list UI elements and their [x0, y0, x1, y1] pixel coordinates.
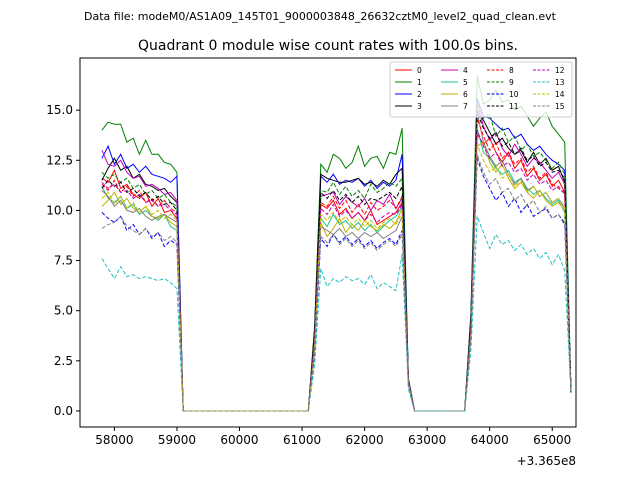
plot-area — [101, 75, 572, 412]
legend-label-9: 9 — [509, 78, 514, 87]
series-line-4 — [101, 101, 572, 412]
legend-label-8: 8 — [509, 66, 514, 75]
y-tick-label: 2.5 — [54, 354, 73, 368]
legend-label-15: 15 — [555, 102, 565, 111]
series-line-5 — [101, 128, 572, 412]
legend-label-7: 7 — [463, 102, 468, 111]
x-offset-label: +3.365e8 — [517, 454, 576, 468]
y-tick-label: 0.0 — [54, 404, 73, 418]
series-line-13 — [101, 216, 572, 412]
legend-label-3: 3 — [417, 102, 422, 111]
series-line-7 — [101, 111, 572, 412]
x-tick-label: 63000 — [408, 433, 446, 447]
legend-frame — [389, 61, 573, 118]
x-tick-label: 62000 — [345, 433, 383, 447]
legend-label-14: 14 — [555, 90, 565, 99]
series-line-14 — [101, 144, 572, 412]
series-line-12 — [101, 130, 572, 412]
series-line-11 — [101, 111, 572, 412]
legend-label-13: 13 — [555, 78, 565, 87]
figure-suptitle: Data file: modeM0/AS1A09_145T01_90000038… — [84, 10, 557, 23]
y-tick-label: 7.5 — [54, 254, 73, 268]
series-line-3 — [101, 108, 572, 412]
y-tick-label: 12.5 — [46, 153, 73, 167]
legend-label-10: 10 — [509, 90, 519, 99]
axes: 58000 59000 60000 61000 62000 63000 64000 65000… — [46, 57, 577, 468]
legend-label-11: 11 — [509, 102, 519, 111]
legend-label-5: 5 — [463, 78, 468, 87]
y-tick-label: 15.0 — [46, 103, 73, 117]
legend-label-12: 12 — [555, 66, 565, 75]
legend-label-4: 4 — [463, 66, 468, 75]
legend-label-2: 2 — [417, 90, 422, 99]
series-line-10 — [101, 158, 572, 412]
x-tick-label: 61000 — [283, 433, 321, 447]
x-tick-label: 64000 — [471, 433, 509, 447]
chart-title: Quadrant 0 module wise count rates with … — [138, 38, 518, 54]
y-tick-label: 5.0 — [54, 304, 73, 318]
series-line-6 — [101, 141, 572, 412]
y-tick-label: 10.0 — [46, 203, 73, 217]
legend-label-0: 0 — [417, 66, 422, 75]
axes-frame — [79, 57, 577, 428]
x-tick-label: 60000 — [220, 433, 258, 447]
series-line-8 — [101, 118, 572, 412]
legend-label-1: 1 — [417, 78, 422, 87]
x-tick-label: 58000 — [95, 433, 133, 447]
series-line-9 — [101, 101, 572, 412]
legend-label-6: 6 — [463, 90, 468, 99]
series-line-15 — [101, 154, 572, 412]
x-tick-label: 65000 — [533, 433, 571, 447]
x-tick-label: 59000 — [158, 433, 196, 447]
